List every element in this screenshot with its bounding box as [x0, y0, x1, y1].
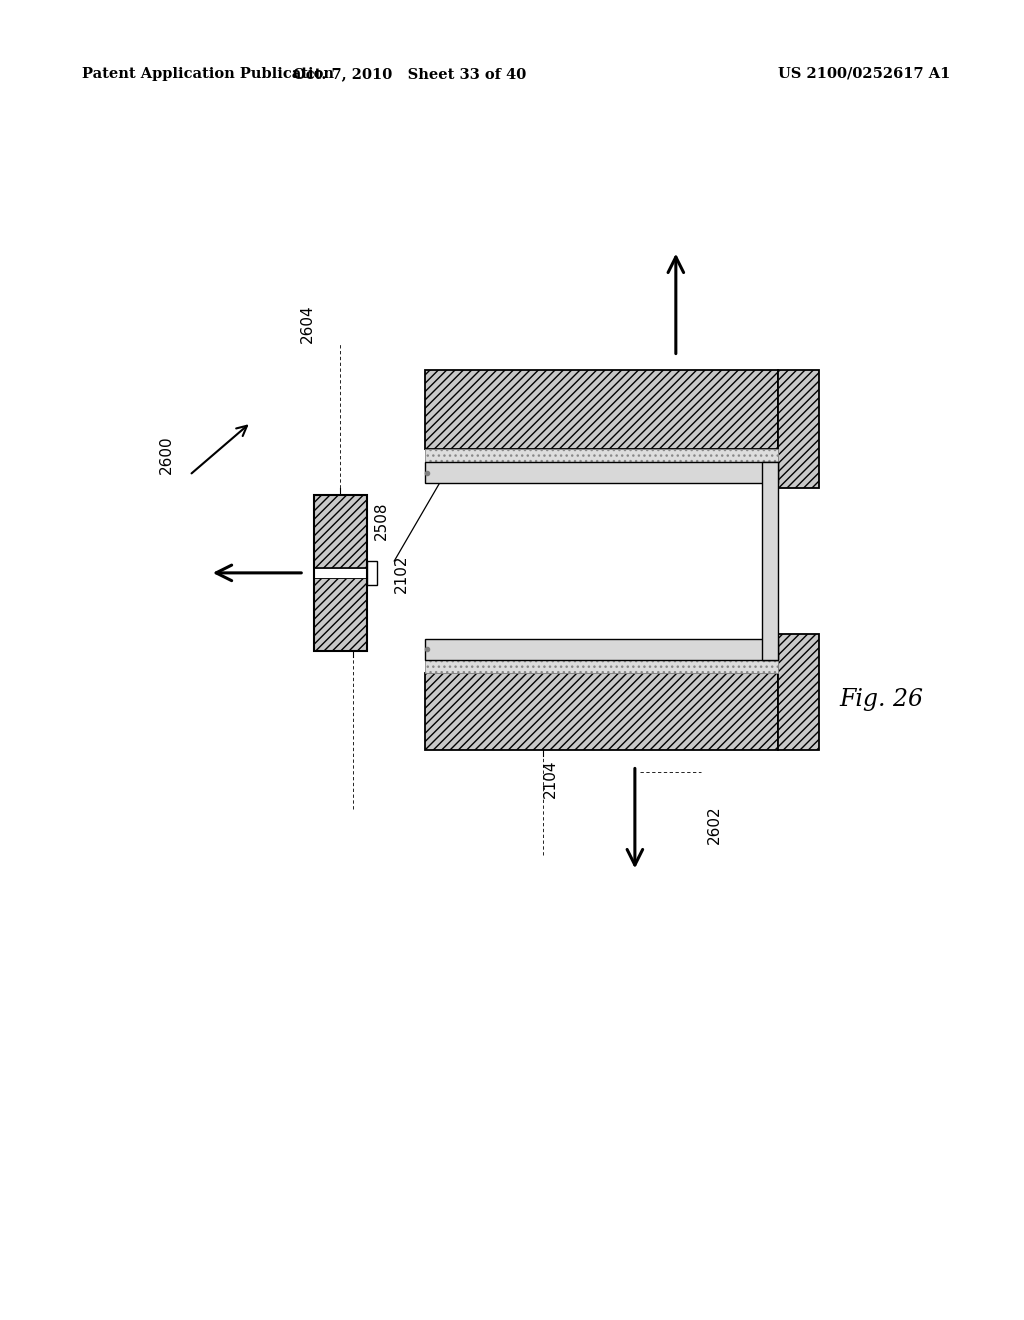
- Text: 2102: 2102: [394, 554, 410, 593]
- Bar: [425, 673, 778, 750]
- Text: US 2100/0252617 A1: US 2100/0252617 A1: [778, 67, 950, 81]
- Bar: [425, 660, 778, 673]
- Bar: [314, 495, 367, 651]
- Text: 2104: 2104: [543, 759, 558, 797]
- Text: 2604: 2604: [300, 305, 314, 343]
- Bar: [778, 370, 819, 488]
- Bar: [314, 578, 367, 651]
- Bar: [314, 568, 367, 578]
- Bar: [367, 561, 377, 585]
- Bar: [778, 634, 819, 750]
- Bar: [425, 449, 778, 462]
- Text: 2508: 2508: [374, 502, 389, 540]
- Bar: [762, 462, 778, 660]
- Bar: [425, 370, 778, 449]
- Bar: [425, 639, 778, 660]
- Text: Fig. 26: Fig. 26: [840, 688, 924, 711]
- Text: Patent Application Publication: Patent Application Publication: [82, 67, 334, 81]
- Text: 2600: 2600: [159, 436, 174, 474]
- Text: 2602: 2602: [707, 805, 722, 843]
- Bar: [425, 462, 778, 483]
- Text: Oct. 7, 2010   Sheet 33 of 40: Oct. 7, 2010 Sheet 33 of 40: [293, 67, 526, 81]
- Bar: [314, 495, 367, 568]
